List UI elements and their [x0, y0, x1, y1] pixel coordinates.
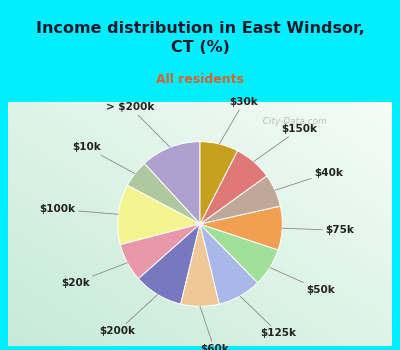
Wedge shape	[200, 142, 238, 224]
Text: Income distribution in East Windsor,
CT (%): Income distribution in East Windsor, CT …	[36, 21, 364, 55]
Wedge shape	[181, 224, 219, 306]
Text: $150k: $150k	[254, 124, 318, 162]
Wedge shape	[200, 224, 278, 283]
Text: $20k: $20k	[61, 263, 127, 288]
Wedge shape	[127, 163, 200, 224]
Wedge shape	[200, 206, 282, 250]
Wedge shape	[118, 185, 200, 245]
Text: $40k: $40k	[275, 168, 343, 190]
Wedge shape	[200, 176, 280, 224]
Wedge shape	[138, 224, 200, 304]
Text: $100k: $100k	[40, 204, 118, 214]
Text: $125k: $125k	[240, 296, 297, 338]
Text: $75k: $75k	[282, 225, 354, 235]
Text: $50k: $50k	[270, 267, 335, 295]
Text: $200k: $200k	[100, 295, 158, 336]
Text: $10k: $10k	[72, 142, 135, 174]
Wedge shape	[200, 151, 267, 224]
Wedge shape	[144, 142, 200, 224]
Wedge shape	[200, 224, 258, 304]
Text: All residents: All residents	[156, 73, 244, 86]
Text: City-Data.com: City-Data.com	[257, 117, 327, 126]
Text: $30k: $30k	[219, 97, 258, 144]
Text: $60k: $60k	[200, 306, 229, 350]
Text: > $200k: > $200k	[106, 103, 170, 147]
Wedge shape	[120, 224, 200, 279]
